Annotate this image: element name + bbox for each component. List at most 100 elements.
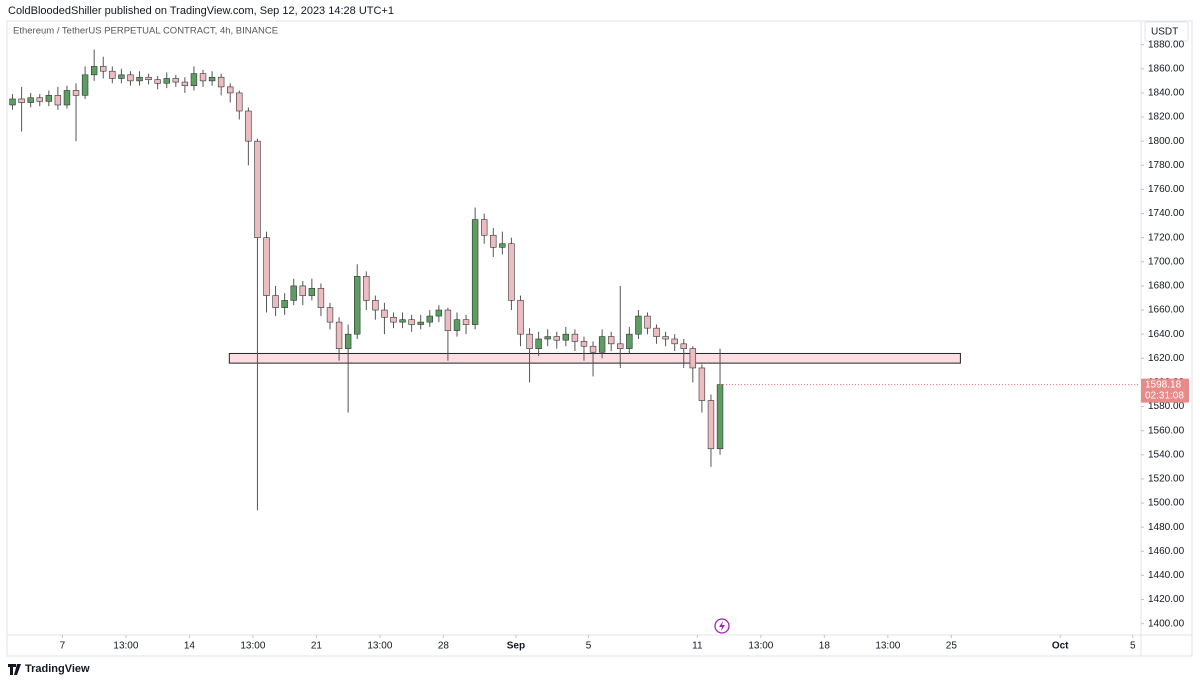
x-tick-label: 18 (819, 641, 831, 652)
publisher-line: ColdBloodedShiller published on TradingV… (8, 5, 394, 17)
zone-box (228, 352, 961, 364)
x-tick-label: 28 (438, 641, 450, 652)
candle-body (689, 348, 697, 369)
candle-body (471, 219, 479, 325)
candle-body (553, 336, 560, 341)
candle-body (390, 316, 397, 323)
x-tick-label: Oct (1052, 641, 1069, 652)
candle-body (526, 333, 533, 349)
y-tick-label: 1740.00 (1148, 208, 1185, 219)
x-tick-label: 13:00 (875, 641, 900, 652)
y-tick-label: 1420.00 (1148, 594, 1185, 605)
y-tick-label: 1780.00 (1148, 160, 1185, 171)
candle-body (490, 234, 497, 248)
candle-body (199, 73, 207, 82)
x-tick-label: 13:00 (367, 641, 392, 652)
candle-body (408, 319, 415, 325)
candle-body (662, 336, 669, 340)
candle-body (363, 275, 370, 301)
candle-body (308, 288, 316, 296)
candle-body (598, 336, 606, 353)
x-tick-label: 7 (60, 641, 66, 652)
candle-body (63, 90, 71, 106)
y-tick-label: 1460.00 (1148, 546, 1185, 557)
candle-body (100, 66, 107, 72)
candle-body (399, 319, 406, 323)
candle-body (118, 74, 125, 79)
x-tick-label: 13:00 (748, 641, 773, 652)
chart-frame (6, 20, 1193, 657)
candle-body (354, 275, 361, 335)
candle-body (72, 90, 80, 96)
currency-button[interactable] (1144, 21, 1189, 42)
candle-body (9, 98, 16, 106)
last-price-label: 1598.18 (1145, 379, 1182, 390)
candle-body (36, 97, 43, 102)
candle-body (444, 309, 452, 331)
y-tick-label: 1700.00 (1148, 256, 1185, 267)
candle-body (480, 219, 488, 236)
y-tick-label: 1620.00 (1148, 353, 1185, 364)
candle-body (698, 367, 706, 401)
candle-body (716, 384, 724, 450)
candle-body (508, 243, 515, 301)
y-tick-label: 1660.00 (1148, 305, 1185, 316)
y-tick-label: 1440.00 (1148, 570, 1185, 581)
x-tick-label: 11 (692, 641, 703, 652)
candle-body (190, 73, 198, 86)
candle-body (544, 336, 551, 340)
candle-body (245, 110, 252, 142)
candle-body (635, 315, 642, 335)
y-tick-label: 1820.00 (1148, 112, 1185, 123)
events-bolt (719, 621, 725, 631)
candle-body (18, 98, 25, 103)
x-tick-label: 21 (311, 641, 323, 652)
candle-body (208, 76, 216, 82)
symbol-title: Ethereum / TetherUS PERPETUAL CONTRACT, … (13, 26, 278, 37)
x-tick-label: 25 (946, 641, 958, 652)
candle-body (109, 70, 116, 79)
candle-body (263, 237, 270, 296)
candle-body (27, 97, 34, 103)
candle-body (163, 78, 170, 84)
candle-body (90, 66, 98, 76)
candle-body (181, 81, 189, 86)
candle-body (344, 333, 352, 349)
currency-label[interactable]: USDT (1151, 27, 1178, 38)
y-tick-label: 1840.00 (1148, 88, 1185, 99)
brand-name: TradingView (25, 663, 90, 675)
candle-body (707, 400, 715, 450)
candle-body (299, 285, 306, 296)
y-tick-label: 1640.00 (1148, 329, 1185, 340)
y-tick-label: 1500.00 (1148, 498, 1185, 509)
candle-body (217, 76, 225, 88)
candle-body (607, 336, 615, 345)
candle-body (462, 319, 470, 325)
y-tick-label: 1860.00 (1148, 63, 1185, 74)
countdown-label: 02:31:08 (1145, 390, 1184, 401)
candle-body (571, 333, 579, 342)
candle-body (517, 300, 524, 335)
candle-body (680, 343, 687, 349)
brand-logo (8, 664, 21, 675)
candle-body (653, 327, 660, 337)
candle-body (435, 309, 443, 317)
candle-body (671, 338, 678, 345)
x-tick-label: 14 (184, 641, 196, 652)
candle-body (381, 309, 388, 318)
candle-body (617, 343, 624, 349)
y-tick-label: 1400.00 (1148, 618, 1185, 629)
y-tick-label: 1480.00 (1148, 522, 1185, 533)
x-tick-label: 13:00 (240, 641, 265, 652)
x-tick-label: 5 (586, 641, 592, 652)
candle-body (145, 76, 152, 80)
candle-body (426, 315, 433, 323)
x-tick-label: 13:00 (113, 641, 138, 652)
candle-body (317, 288, 325, 308)
candle-body (626, 333, 633, 349)
x-tick-label: 5 (1130, 641, 1136, 652)
y-tick-label: 1760.00 (1148, 184, 1185, 195)
candle-body (127, 74, 134, 82)
candle-body (562, 333, 570, 341)
